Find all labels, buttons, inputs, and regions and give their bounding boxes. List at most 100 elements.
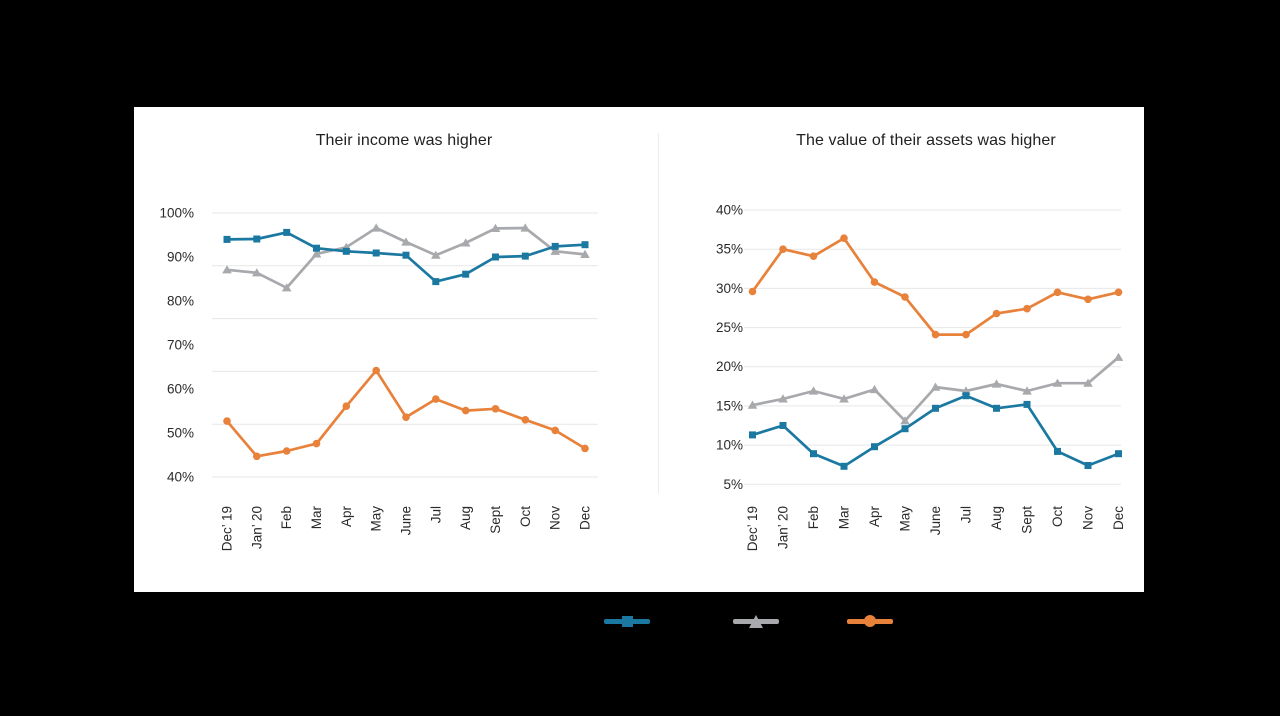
assets-chart-plot: 40% 35% 30% 25% 20% 15% 10% 5%Dec’ 19 Jan’ 20 Feb… — [716, 203, 1126, 552]
data-point-circle — [551, 426, 559, 435]
y-axis-tick-label: 40% — [167, 470, 194, 485]
x-axis-tick-label: June — [399, 506, 414, 535]
data-point-square — [283, 228, 291, 236]
data-point-triangle — [252, 268, 262, 277]
y-axis-tick-label: 20% — [716, 359, 743, 374]
x-axis-tick-label: May — [898, 506, 913, 532]
data-point-triangle — [222, 265, 232, 274]
data-point-circle — [372, 366, 380, 375]
chart-panel: Their income was higher The value of the… — [134, 107, 1144, 592]
data-point-triangle — [1083, 378, 1093, 387]
legend-circle-marker-icon — [864, 615, 876, 627]
x-axis-tick-label: Jul — [959, 506, 974, 523]
data-point-circle — [809, 252, 818, 260]
data-point-circle — [962, 330, 970, 339]
y-axis-tick-label: 35% — [716, 242, 743, 257]
x-axis-tick-label: Dec’ 19 — [220, 506, 235, 551]
data-point-square — [313, 244, 320, 252]
data-point-circle — [779, 245, 787, 253]
data-point-triangle — [281, 283, 292, 292]
data-point-circle — [581, 444, 589, 453]
data-point-triangle — [371, 223, 381, 232]
data-point-circle — [748, 287, 757, 296]
y-axis-tick-label: 60% — [167, 382, 194, 397]
data-point-square — [462, 270, 470, 278]
income-chart-plot: 100% 90% 80% 70% 60% 50% 40% Dec’ 19 Jan’ 20 Feb M… — [159, 206, 598, 551]
data-point-square — [932, 404, 939, 412]
x-axis-tick-label: Apr — [867, 506, 882, 528]
data-point-square — [993, 404, 1000, 412]
data-point-triangle — [580, 249, 590, 258]
legend-item-gray — [733, 614, 779, 628]
data-point-square — [581, 241, 589, 249]
income-series-blue — [223, 228, 589, 286]
assets-chart-title: The value of their assets was higher — [796, 132, 1056, 149]
data-point-triangle — [991, 379, 1002, 388]
x-axis-tick-label: Oct — [518, 506, 533, 527]
legend-item-blue — [604, 614, 650, 628]
data-point-circle — [342, 402, 351, 411]
y-axis-tick-label: 30% — [716, 281, 743, 296]
x-axis-tick-label: Sept — [1020, 506, 1035, 534]
data-point-circle — [282, 447, 291, 455]
x-axis-tick-label: Aug — [458, 506, 473, 530]
data-point-square — [901, 425, 909, 433]
data-point-triangle — [900, 416, 910, 425]
data-point-square — [342, 247, 350, 255]
x-axis-tick-label: Dec — [1111, 506, 1126, 530]
data-point-circle — [1053, 288, 1062, 297]
x-axis-tick-label: Mar — [309, 505, 324, 529]
data-point-square — [402, 251, 410, 259]
data-point-circle — [840, 234, 848, 242]
assets-series-orange — [748, 234, 1123, 339]
x-axis-tick-label: Apr — [339, 506, 354, 528]
income-chart-title: Their income was higher — [315, 132, 493, 149]
data-point-circle — [432, 395, 440, 403]
data-point-circle — [1023, 304, 1031, 313]
data-point-circle — [931, 330, 940, 339]
data-point-square — [1084, 462, 1092, 469]
data-point-circle — [253, 452, 261, 461]
y-axis-tick-label: 70% — [167, 338, 194, 353]
x-axis-tick-label: Jan’ 20 — [776, 506, 791, 549]
series-line — [225, 369, 587, 458]
data-point-circle — [901, 293, 909, 301]
data-point-square — [871, 443, 878, 451]
data-point-square — [779, 422, 787, 429]
x-axis-tick-label: Feb — [806, 506, 821, 529]
x-axis-tick-label: Jan’ 20 — [249, 506, 264, 549]
y-axis-tick-label: 5% — [723, 477, 743, 492]
data-point-triangle — [808, 386, 819, 395]
data-point-square — [521, 252, 529, 260]
data-point-triangle — [550, 246, 560, 255]
income-series-orange — [223, 366, 589, 461]
data-point-triangle — [1052, 378, 1063, 387]
data-point-triangle — [839, 394, 849, 403]
data-point-square — [749, 431, 756, 439]
y-axis-tick-label: 50% — [167, 426, 194, 441]
y-axis-tick-label: 90% — [167, 250, 194, 265]
data-point-square — [1054, 447, 1061, 455]
y-axis-tick-label: 80% — [167, 294, 194, 309]
data-point-triangle — [747, 400, 758, 409]
x-axis-tick-label: Feb — [279, 506, 294, 529]
data-point-circle — [491, 405, 500, 413]
x-axis-tick-label: Nov — [548, 506, 563, 530]
x-axis-tick-label: June — [928, 506, 943, 535]
series-line — [751, 236, 1120, 336]
data-point-square — [492, 253, 499, 261]
data-point-triangle — [401, 237, 411, 246]
x-axis-tick-label: Oct — [1050, 506, 1065, 527]
data-point-triangle — [431, 250, 441, 259]
data-point-triangle — [930, 382, 941, 391]
data-point-square — [810, 450, 817, 458]
y-axis-tick-label: 100% — [159, 206, 194, 221]
legend-square-marker-icon — [621, 615, 633, 627]
data-point-triangle — [490, 223, 501, 232]
x-axis-tick-label: Dec’ 19 — [745, 506, 760, 551]
data-point-triangle — [1022, 386, 1032, 395]
data-point-square — [551, 242, 559, 250]
y-axis-tick-label: 40% — [716, 203, 743, 218]
data-point-square — [253, 235, 261, 243]
